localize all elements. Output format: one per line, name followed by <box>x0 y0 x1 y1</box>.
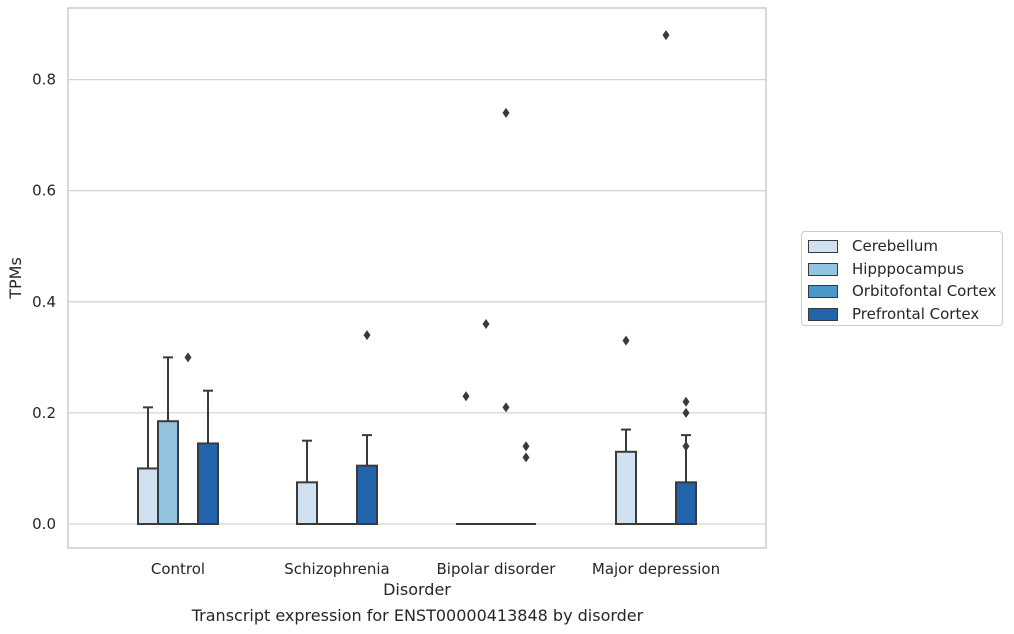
legend-item-orbitofrontal-cortex: Orbitofontal Cortex <box>808 281 996 301</box>
y-tick-label: 0.2 <box>32 404 56 422</box>
outlier-point <box>522 452 530 463</box>
outlier-point <box>363 330 371 341</box>
bar <box>675 481 697 525</box>
legend-swatch <box>808 284 838 298</box>
y-tick-label: 0.0 <box>32 515 56 533</box>
bar <box>615 450 637 525</box>
legend-label: Hipppocampus <box>852 260 965 278</box>
legend-label: Cerebellum <box>852 237 938 255</box>
chart-caption: Transcript expression for ENST0000041384… <box>191 606 644 625</box>
x-tick-label: Bipolar disorder <box>437 560 557 578</box>
legend-item-cerebellum: Cerebellum <box>808 236 938 256</box>
y-tick-label: 0.4 <box>32 293 56 311</box>
outlier-point <box>682 396 690 407</box>
legend-swatch <box>808 262 838 276</box>
outlier-point <box>662 30 670 41</box>
legend-item-prefrontal-cortex: Prefrontal Cortex <box>808 304 979 324</box>
legend-label: Prefrontal Cortex <box>852 305 980 323</box>
outlier-point <box>682 407 690 418</box>
outlier-point <box>482 319 490 330</box>
y-tick-label: 0.8 <box>32 71 56 89</box>
legend: Cerebellum Hipppocampus Orbitofontal Cor… <box>801 231 1003 326</box>
plot-area <box>67 7 767 549</box>
y-axis-label: TPMs <box>6 257 25 300</box>
legend-label: Orbitofontal Cortex <box>852 282 997 300</box>
bar <box>296 481 318 525</box>
y-tick-labels: 0.0 0.2 0.4 0.6 0.8 <box>32 71 56 533</box>
outlier-point <box>522 441 530 452</box>
legend-swatch <box>808 239 838 253</box>
x-tick-label: Schizophrenia <box>284 560 389 578</box>
bar <box>197 442 219 526</box>
x-tick-label: Major depression <box>592 560 720 578</box>
bar <box>356 464 378 525</box>
outlier-point <box>622 335 630 346</box>
x-tick-labels: Control Schizophrenia Bipolar disorder Majo… <box>151 560 720 578</box>
bar <box>157 420 179 526</box>
x-tick-label: Control <box>151 560 205 578</box>
outlier-point <box>184 352 192 363</box>
x-axis-label: Disorder <box>383 580 451 599</box>
bars <box>137 30 697 526</box>
legend-swatch <box>808 307 838 321</box>
bar <box>137 467 159 526</box>
legend-item-hippocampus: Hipppocampus <box>808 259 964 279</box>
outlier-point <box>462 391 470 402</box>
outlier-point <box>682 441 690 452</box>
outlier-point <box>502 402 510 413</box>
outlier-point <box>502 107 510 118</box>
y-tick-label: 0.6 <box>32 182 56 200</box>
